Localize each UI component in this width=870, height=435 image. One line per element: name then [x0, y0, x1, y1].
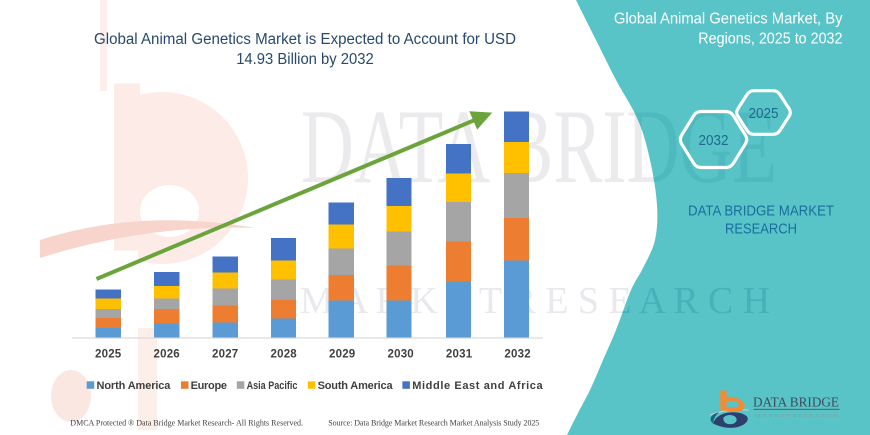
svg-text:Regions, 2025 to 2032: Regions, 2025 to 2032 — [698, 31, 842, 48]
svg-text:South America: South America — [318, 380, 394, 392]
svg-text:DATA BRIDGE MARKET: DATA BRIDGE MARKET — [688, 204, 834, 220]
svg-text:2025: 2025 — [95, 349, 122, 361]
svg-text:Europe: Europe — [191, 380, 227, 392]
svg-text:2027: 2027 — [212, 349, 238, 361]
svg-text:Source: Data Bridge Market Res: Source: Data Bridge Market Research Mark… — [328, 419, 539, 428]
svg-text:2032: 2032 — [504, 349, 530, 361]
svg-text:2030: 2030 — [388, 349, 414, 361]
svg-text:North America: North America — [97, 380, 172, 392]
svg-text:2028: 2028 — [271, 349, 298, 361]
svg-text:2026: 2026 — [154, 349, 180, 361]
svg-text:Global Animal Genetics Market,: Global Animal Genetics Market, By — [614, 11, 843, 28]
svg-text:2031: 2031 — [446, 349, 473, 361]
svg-text:DATA BRIDGE: DATA BRIDGE — [753, 396, 839, 411]
svg-text:2025: 2025 — [749, 106, 779, 122]
svg-text:Asia Pacific: Asia Pacific — [247, 380, 298, 392]
svg-text:RESEARCH: RESEARCH — [725, 222, 797, 238]
svg-text:14.93 Billion by 2032: 14.93 Billion by 2032 — [236, 51, 374, 68]
svg-text:DMCA Protected ® Data Bridge M: DMCA Protected ® Data Bridge Market Rese… — [70, 419, 303, 428]
svg-text:2032: 2032 — [699, 133, 729, 149]
svg-text:Global Animal Genetics Market: Global Animal Genetics Market is Expecte… — [94, 31, 516, 48]
svg-text:M A R K E T R E S E A R C H: M A R K E T R E S E A R C H — [755, 413, 839, 418]
svg-text:Middle East and Africa: Middle East and Africa — [412, 380, 543, 392]
svg-text:2029: 2029 — [329, 349, 355, 361]
